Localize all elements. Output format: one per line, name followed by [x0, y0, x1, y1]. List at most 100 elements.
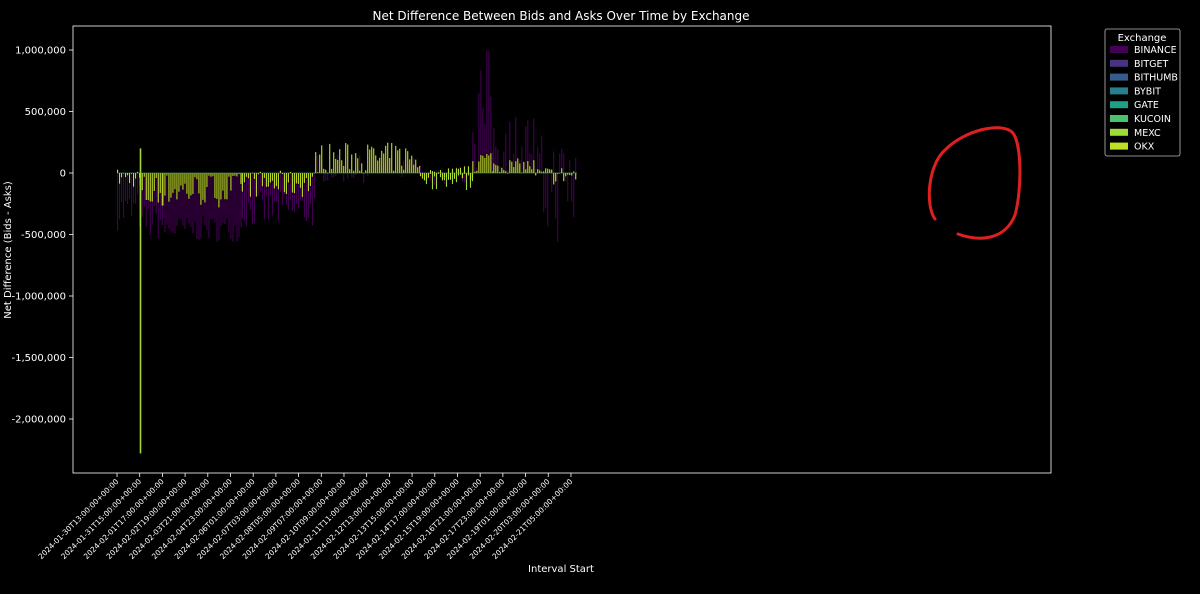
bar-binance [565, 173, 567, 182]
bar-okx [403, 169, 405, 173]
bar-okx [139, 173, 141, 178]
bar-okx [271, 173, 273, 181]
bar-mexc [455, 173, 458, 183]
bar-binance [541, 135, 543, 173]
bar-okx [147, 173, 149, 201]
bar-okx [449, 173, 452, 180]
bar-okx [461, 173, 464, 179]
bar-binance [575, 157, 577, 173]
bar-okx [451, 168, 454, 173]
bar-okx [236, 173, 238, 177]
bar-okx [263, 173, 265, 178]
bar-binance [478, 93, 480, 173]
bar-okx [427, 173, 430, 178]
bar-okx [517, 158, 519, 173]
bar-okx [273, 173, 275, 189]
bar-okx [472, 161, 474, 173]
bar-binance [194, 173, 196, 222]
bar-mexc [433, 173, 436, 177]
bar-okx [285, 173, 287, 194]
bar-okx [245, 173, 247, 177]
bar-okx [184, 173, 186, 184]
bar-okx [429, 170, 432, 173]
bar-okx [541, 171, 543, 173]
bar-okx [228, 173, 230, 177]
bar-okx [267, 173, 269, 187]
bar-okx [275, 173, 277, 187]
bar-binance [547, 173, 549, 227]
bar-binance [238, 173, 240, 238]
bar-binance [275, 173, 277, 202]
bar-okx [463, 166, 466, 173]
bar-binance [531, 154, 533, 173]
bar-binance [192, 173, 194, 234]
bar-okx [194, 173, 196, 178]
bar-okx [172, 173, 174, 193]
bar-okx [569, 173, 571, 176]
bar-okx [200, 173, 202, 205]
bar-okx [441, 173, 444, 179]
bar-okx [186, 173, 188, 194]
bar-binance [178, 173, 180, 219]
bar-okx [399, 148, 401, 173]
bar-okx [373, 148, 375, 173]
bar-mexc [445, 173, 448, 187]
bar-okx [515, 161, 517, 173]
bar-okx [243, 173, 245, 183]
bar-okx [337, 160, 339, 173]
bar-binance [220, 173, 222, 226]
bar-okx [192, 173, 194, 194]
bar-mexc [459, 173, 462, 175]
bar-binance [131, 173, 133, 217]
bar-mexc [465, 173, 468, 191]
bar-binance [184, 173, 186, 229]
bar-okx [561, 168, 563, 173]
bar-okx [261, 173, 263, 187]
bar-okx [511, 161, 513, 173]
bar-okx [405, 148, 407, 173]
bar-binance [513, 153, 515, 173]
bar-okx [476, 170, 478, 173]
bar-binance [164, 173, 166, 233]
bar-okx [117, 169, 119, 173]
bar-okx [505, 171, 507, 173]
bar-binance [503, 151, 505, 173]
legend-label: MEXC [1134, 128, 1161, 139]
bar-binance [486, 50, 488, 173]
bar-binance [297, 173, 299, 208]
bar-okx [413, 164, 415, 173]
bar-okx [214, 173, 216, 198]
bar-okx [369, 149, 371, 173]
bar-okx [289, 172, 291, 173]
bar-okx [315, 152, 317, 173]
bar-okx [371, 146, 373, 173]
bar-okx [465, 173, 468, 177]
bar-binance [303, 173, 305, 218]
bar-okx [419, 165, 421, 173]
bar-okx [411, 155, 413, 173]
bar-binance [196, 173, 198, 240]
bar-binance [157, 173, 159, 239]
bar-binance [367, 173, 369, 177]
legend-label: BITHUMB [1134, 73, 1178, 84]
bar-okx [503, 170, 505, 173]
bar-okx [480, 155, 482, 173]
bar-binance [515, 117, 517, 173]
legend-label: BITGET [1134, 59, 1168, 70]
bar-okx [401, 165, 403, 173]
bar-binance [495, 146, 497, 173]
bar-okx [509, 160, 511, 173]
legend-swatch [1110, 87, 1128, 95]
bar-okx [375, 155, 377, 173]
bar-okx [497, 165, 499, 173]
bar-okx [474, 171, 476, 173]
bar-spike [139, 148, 142, 454]
bar-okx [365, 170, 367, 173]
bar-okx [305, 173, 307, 179]
legend-label: GATE [1134, 100, 1159, 111]
bar-okx [447, 168, 450, 173]
bar-okx [347, 144, 349, 173]
bar-binance [317, 155, 319, 173]
bar-binance [351, 173, 353, 177]
bar-okx [303, 173, 305, 183]
